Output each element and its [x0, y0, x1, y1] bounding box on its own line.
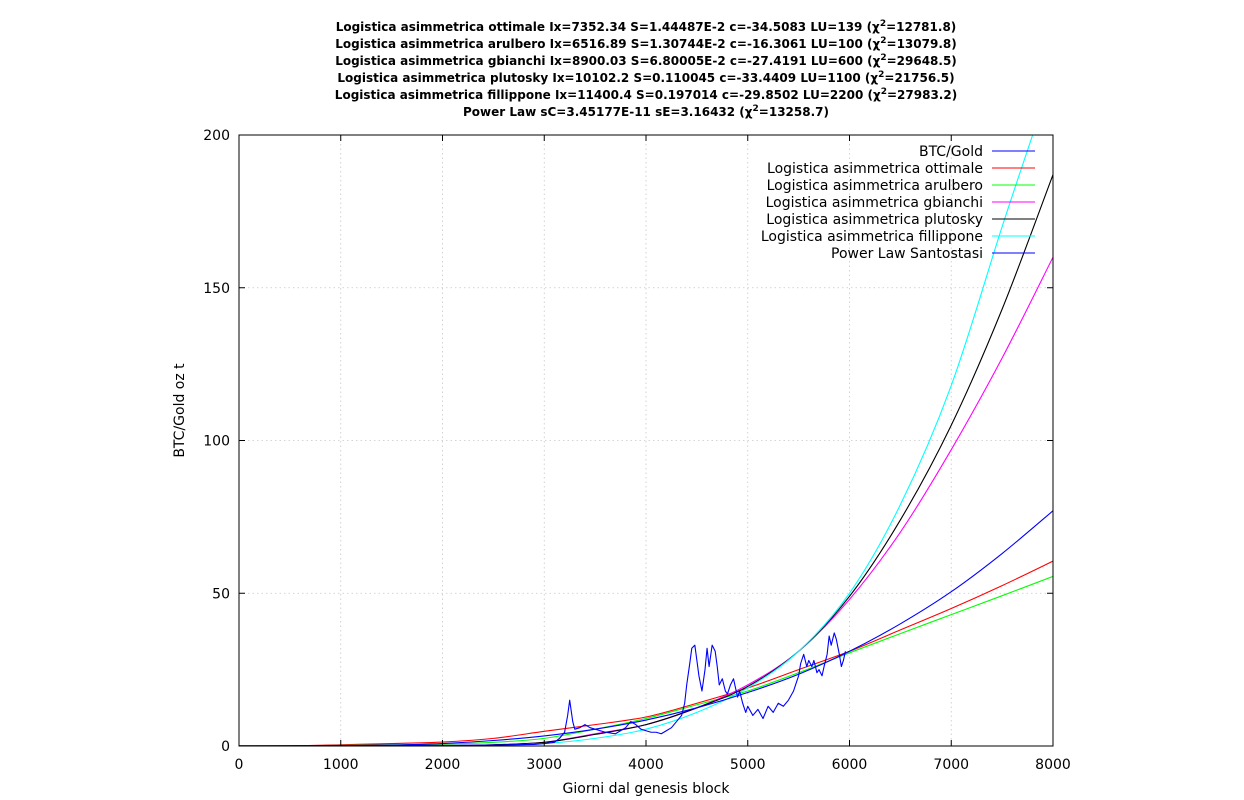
legend-label: Logistica asimmetrica arulbero — [767, 178, 983, 194]
series-group — [239, 135, 1053, 746]
title-superscript: 2 — [881, 87, 887, 97]
title-text: =13079.8) — [887, 37, 957, 51]
title-text: Power Law sC=3.45177E-11 sE=3.16432 (χ — [463, 105, 753, 119]
x-tick-label: 7000 — [933, 757, 969, 773]
title-superscript: 2 — [880, 53, 886, 63]
title-line: Logistica asimmetrica plutosky Ix=10102.… — [337, 70, 954, 85]
title-text: =27983.2) — [887, 88, 957, 102]
title-superscript: 2 — [753, 104, 759, 114]
grid-lines — [239, 135, 1053, 746]
title-text: Logistica asimmetrica ottimale Ix=7352.3… — [336, 20, 880, 34]
y-tick-label: 100 — [203, 434, 230, 450]
title-text: =29648.5) — [887, 54, 957, 68]
series-line-logistica-asimmetrica-gbianchi — [239, 256, 1053, 746]
x-tick-label: 0 — [235, 757, 244, 773]
title-line: Logistica asimmetrica arulbero Ix=6516.8… — [335, 36, 956, 51]
title-superscript: 2 — [878, 70, 884, 80]
title-text: Logistica asimmetrica arulbero Ix=6516.8… — [335, 37, 880, 51]
title-superscript: 2 — [880, 36, 886, 46]
legend-label: BTC/Gold — [919, 144, 983, 160]
series-line-logistica-asimmetrica-ottimale — [239, 560, 1053, 746]
y-axis-label: BTC/Gold oz t — [172, 363, 188, 458]
title-superscript: 2 — [880, 19, 886, 29]
title-text: =21756.5) — [884, 71, 954, 85]
x-tick-label: 8000 — [1035, 757, 1071, 773]
y-tick-label: 50 — [212, 586, 230, 602]
series-layer — [239, 135, 1053, 746]
x-tick-label: 6000 — [832, 757, 868, 773]
legend-label: Logistica asimmetrica fillippone — [761, 229, 983, 245]
title-line: Logistica asimmetrica ottimale Ix=7352.3… — [336, 19, 957, 34]
series-line-logistica-asimmetrica-fillippone — [239, 135, 1034, 746]
title-text: =12781.8) — [886, 20, 956, 34]
title-line: Power Law sC=3.45177E-11 sE=3.16432 (χ2=… — [463, 104, 829, 119]
series-line-logistica-asimmetrica-plutosky — [239, 174, 1053, 746]
axis-ticks: 0 1000 2000 3000 4000 5000 6000 7000 8000 0 50 100 1… — [203, 128, 1071, 773]
title-line: Logistica asimmetrica gbianchi Ix=8900.0… — [335, 53, 957, 68]
y-tick-label: 0 — [221, 739, 230, 755]
x-axis-label: Giorni dal genesis block — [563, 781, 731, 797]
legend-label: Logistica asimmetrica ottimale — [767, 161, 983, 177]
x-tick-label: 4000 — [628, 757, 664, 773]
title-text: Logistica asimmetrica fillippone Ix=1140… — [335, 88, 881, 102]
x-tick-label: 3000 — [526, 757, 562, 773]
y-tick-label: 200 — [203, 128, 230, 144]
series-line-btc-gold — [239, 632, 846, 746]
title-text: =13258.7) — [759, 105, 829, 119]
series-line-power-law-santostasi — [239, 510, 1053, 746]
title-text: Logistica asimmetrica gbianchi Ix=8900.0… — [335, 54, 880, 68]
x-tick-label: 2000 — [425, 757, 461, 773]
chart-title: Logistica asimmetrica ottimale Ix=7352.3… — [335, 19, 957, 119]
y-tick-label: 150 — [203, 281, 230, 297]
x-tick-label: 1000 — [323, 757, 359, 773]
title-text: Logistica asimmetrica plutosky Ix=10102.… — [337, 71, 878, 85]
legend-label: Logistica asimmetrica plutosky — [766, 212, 983, 228]
legend-label: Logistica asimmetrica gbianchi — [766, 195, 983, 211]
x-tick-label: 5000 — [730, 757, 766, 773]
title-line: Logistica asimmetrica fillippone Ix=1140… — [335, 87, 957, 102]
legend-label: Power Law Santostasi — [831, 246, 983, 262]
